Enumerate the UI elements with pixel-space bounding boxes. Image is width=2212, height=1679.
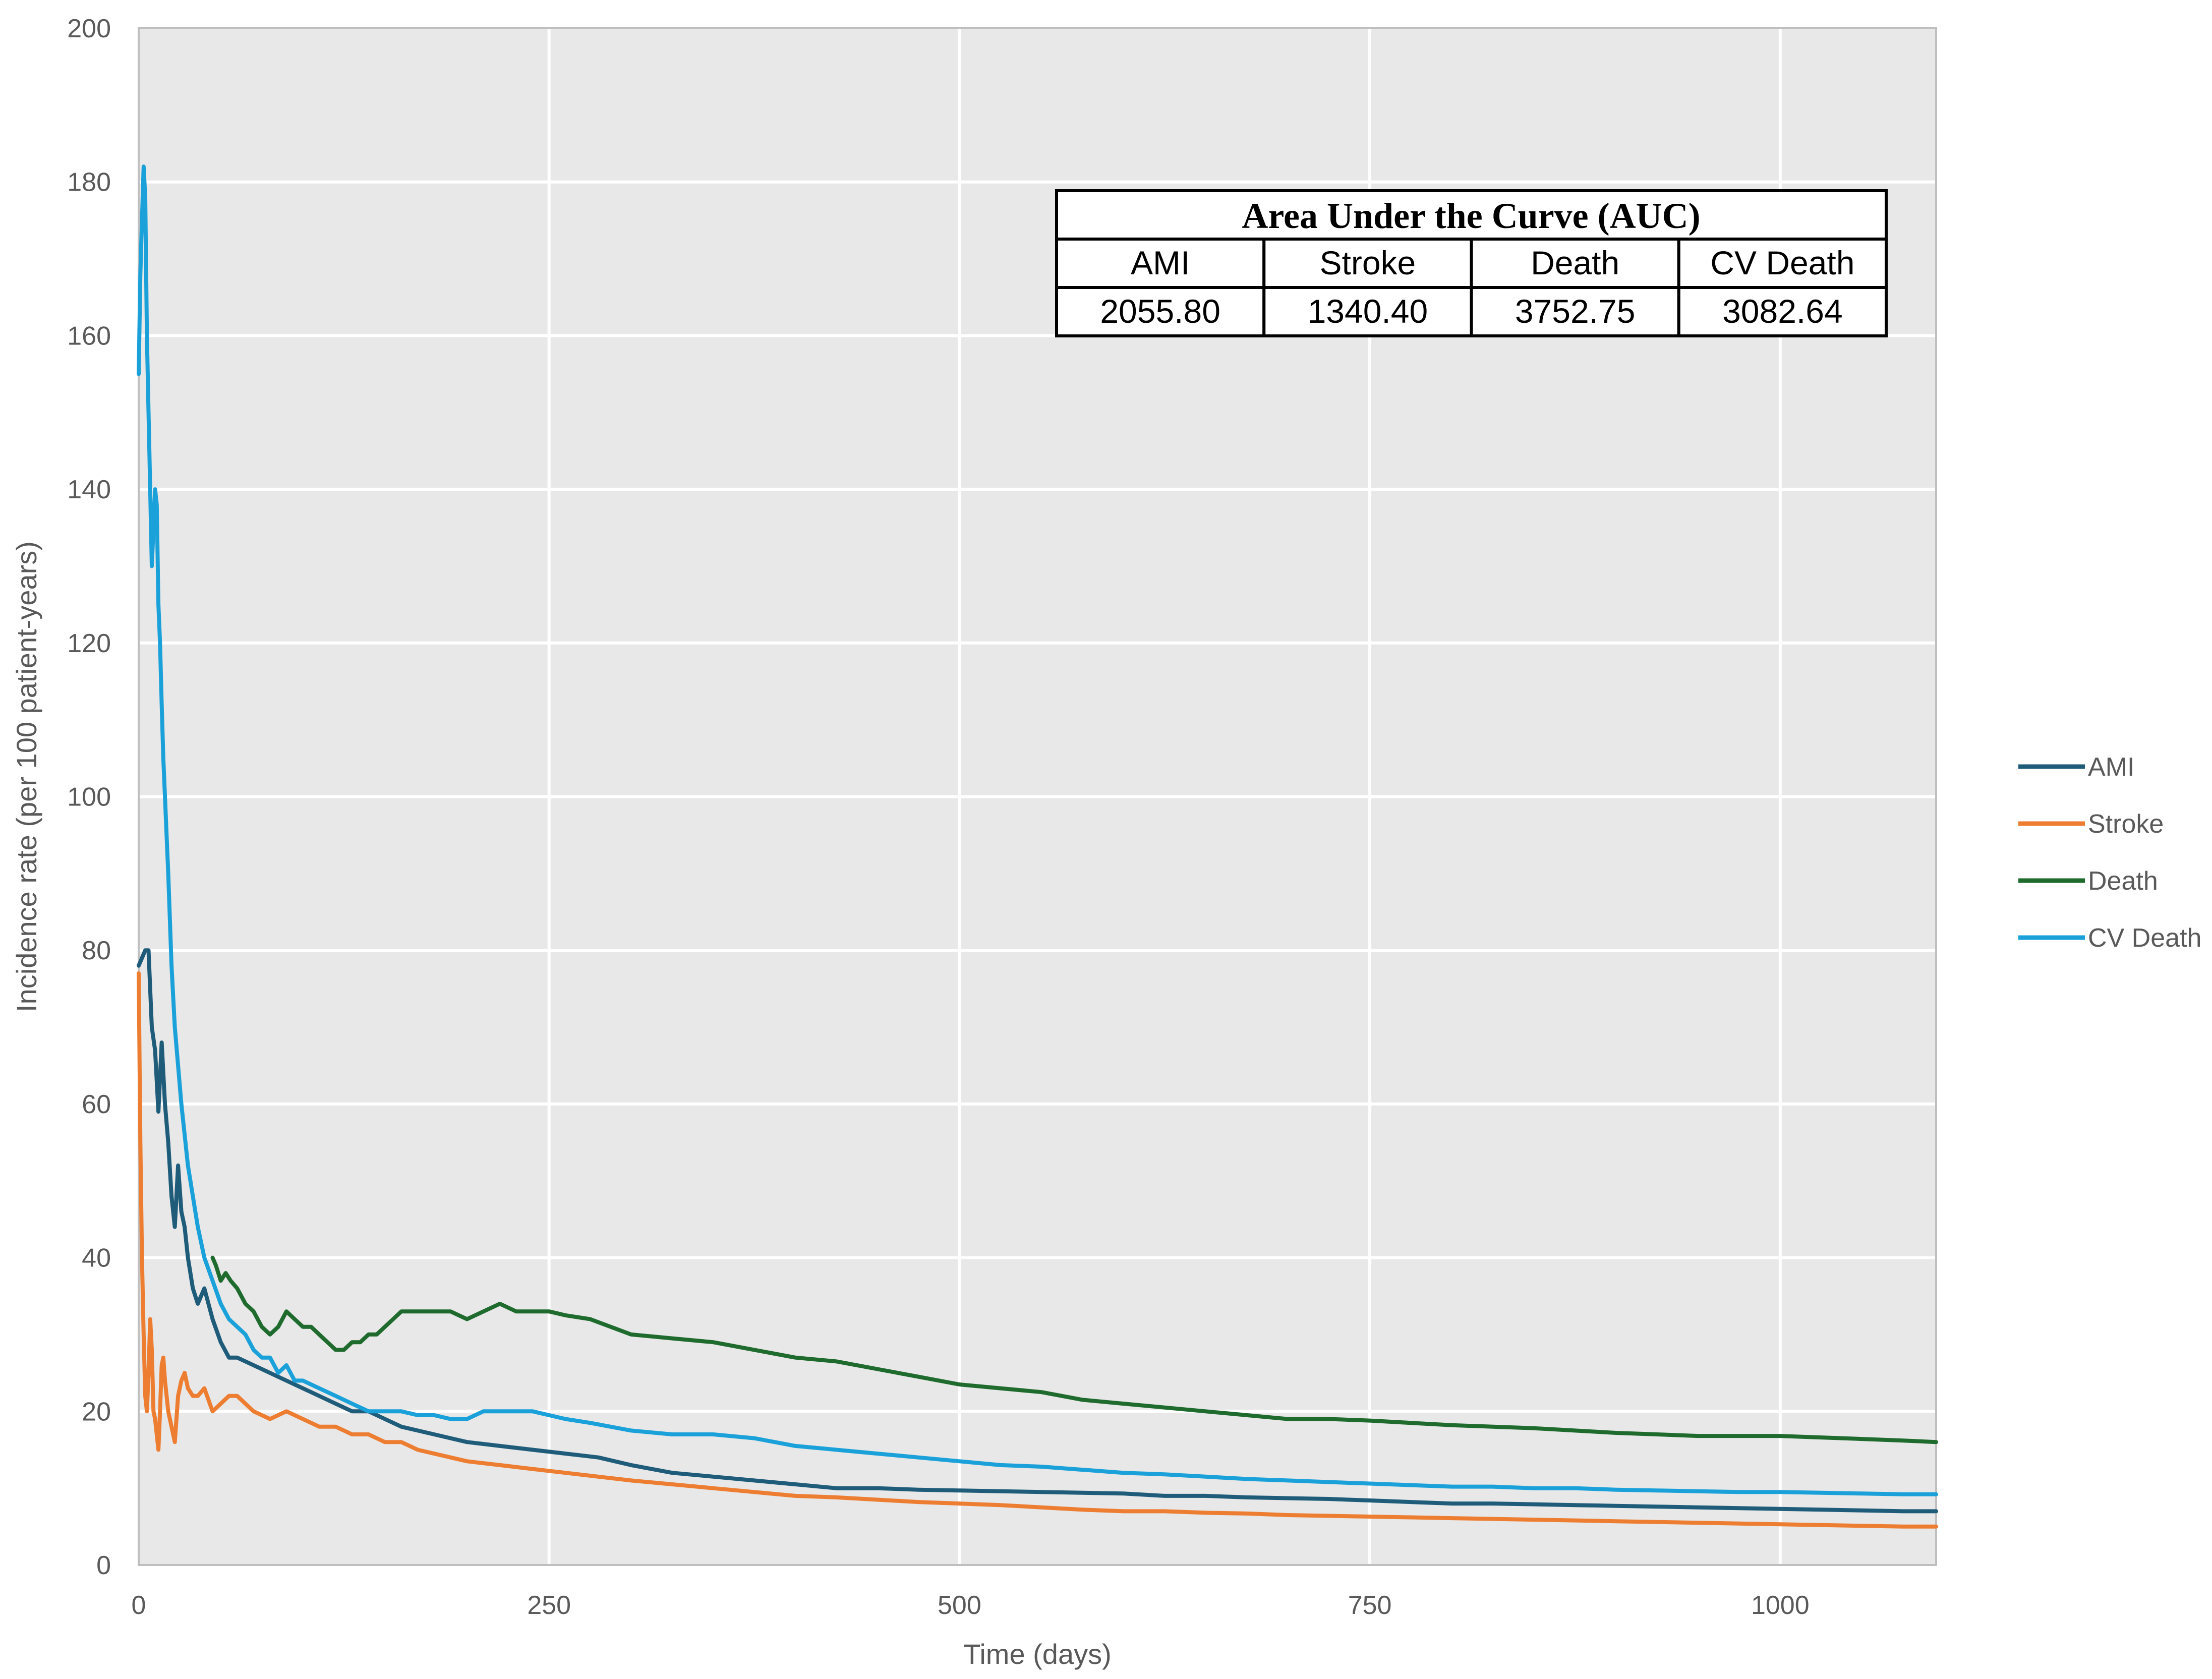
y-tick-label: 20: [82, 1397, 111, 1426]
legend-label: CV Death: [2088, 923, 2201, 953]
legend: AMI Stroke Death CV Death: [2018, 752, 2201, 953]
legend-item: AMI: [2018, 752, 2134, 782]
auc-table-title: Area Under the Curve (AUC): [1242, 196, 1700, 236]
x-tick-label: 250: [527, 1591, 571, 1620]
x-tick-label: 500: [938, 1591, 981, 1620]
legend-item: CV Death: [2018, 923, 2201, 953]
y-tick-label: 120: [67, 629, 111, 658]
series-lines: [137, 164, 1938, 1529]
x-axis-title: Time (days): [963, 1638, 1112, 1670]
y-tick-label: 140: [67, 475, 111, 504]
auc-value-cell: 3082.64: [1722, 293, 1843, 330]
auc-value-cell: 3752.75: [1515, 293, 1636, 330]
legend-label: Death: [2088, 866, 2158, 896]
auc-header-cell: Death: [1531, 244, 1619, 281]
auc-value-cell-box: [1470, 286, 1680, 337]
auc-value-cell-box: [1055, 286, 1266, 337]
y-axis-title: Incidence rate (per 100 patient-years): [11, 541, 42, 1012]
auc-header-cell-box: [1055, 238, 1266, 289]
auc-value-cell: 2055.80: [1100, 293, 1220, 330]
grid: [139, 28, 1936, 1565]
legend-item: Death: [2018, 866, 2158, 896]
y-tick-label: 80: [82, 936, 111, 965]
plot-border: [138, 27, 1937, 1566]
series-line-death: [210, 1255, 1938, 1444]
y-tick-label: 40: [82, 1244, 111, 1273]
auc-table-cells: AMI Stroke Death CV Death 2055.80 1340.40 3752…: [1055, 238, 1888, 337]
y-tick-label: 160: [67, 321, 111, 351]
auc-header-cell: Stroke: [1320, 244, 1416, 281]
series-line-stroke: [137, 971, 1938, 1529]
auc-table: Area Under the Curve (AUC) AMI Stroke Deat…: [1055, 189, 1888, 337]
legend-item: Stroke: [2018, 809, 2164, 839]
x-tick-label: 1000: [1751, 1591, 1810, 1620]
auc-header-cell: AMI: [1131, 244, 1190, 281]
x-tick-label: 750: [1348, 1591, 1392, 1620]
y-tick-label: 60: [82, 1090, 111, 1119]
y-tick-label: 180: [67, 168, 111, 197]
legend-label: Stroke: [2088, 809, 2164, 839]
y-tick-label: 100: [67, 783, 111, 812]
auc-header-cell-box: [1262, 238, 1473, 289]
axis-ticks: 0 20 40 60 80 100 120 140 160 180 200 0 250 500 750 100…: [67, 14, 1809, 1620]
auc-table-title-cell: [1055, 189, 1888, 241]
series-line-ami: [137, 948, 1938, 1514]
x-tick-label: 0: [132, 1591, 146, 1620]
auc-value-cell: 1340.40: [1308, 293, 1428, 330]
series-line-cv-death: [137, 164, 1938, 1496]
auc-value-cell-box: [1677, 286, 1888, 337]
y-tick-label: 0: [96, 1551, 111, 1580]
auc-header-cell: CV Death: [1710, 244, 1854, 281]
legend-label: AMI: [2088, 752, 2134, 782]
y-tick-label: 200: [67, 14, 111, 43]
